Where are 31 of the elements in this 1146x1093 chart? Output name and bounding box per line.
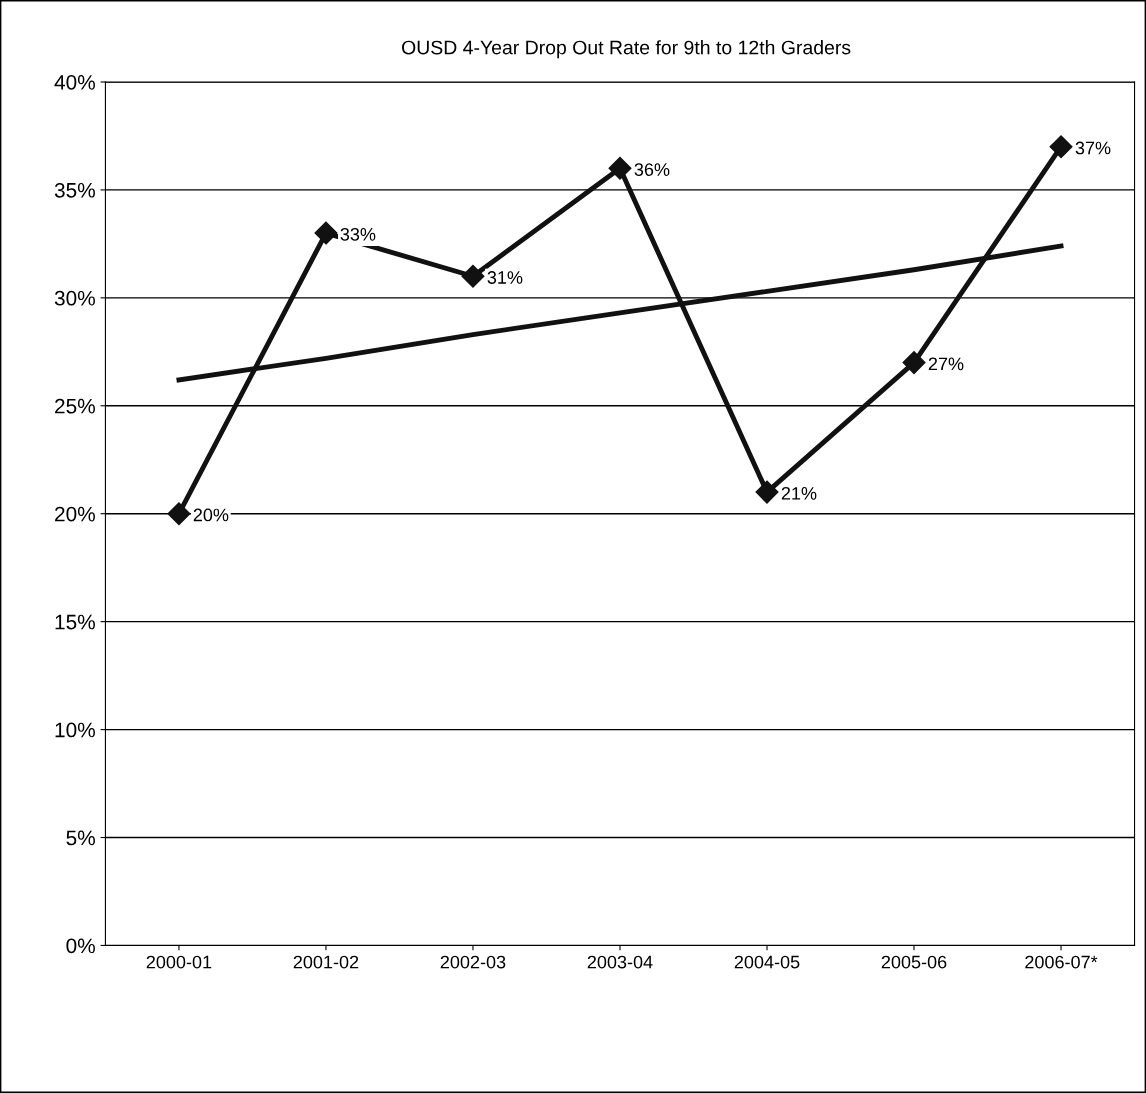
x-tick-label: 2000-01 — [146, 955, 212, 969]
point — [167, 502, 191, 526]
point — [314, 221, 338, 245]
y-tick-label: 40% — [54, 74, 95, 90]
data-label: 36% — [634, 163, 670, 176]
y-tick-label: 0% — [66, 938, 95, 954]
point — [461, 264, 485, 288]
point — [608, 156, 632, 180]
data-label: 33% — [340, 227, 376, 241]
y-tick-label: 30% — [54, 290, 95, 306]
data-label: 31% — [487, 271, 523, 284]
x-tick-label: 2003-04 — [587, 955, 653, 969]
y-tick-label: 10% — [55, 722, 95, 738]
data-label: 37% — [1075, 141, 1111, 155]
y-tick-label: 15% — [55, 614, 95, 630]
x-tick-label: 2001-02 — [293, 955, 359, 969]
data-label: 20% — [193, 508, 229, 522]
x-tick-label: 2002-03 — [440, 955, 506, 969]
point — [1049, 135, 1073, 159]
data-label: 21% — [781, 486, 817, 500]
data-label: 27% — [928, 357, 964, 371]
y-tick-label: 25% — [55, 398, 95, 414]
y-tick-label: 5% — [66, 830, 95, 846]
x-tick-label: 2006-07* — [1025, 955, 1098, 969]
x-tick-label: 2005-06 — [881, 955, 947, 969]
point — [755, 480, 779, 504]
y-tick-label: 35% — [54, 182, 95, 198]
point — [902, 351, 926, 375]
chart-title: OUSD 4-Year Drop Out Rate for 9th to 12th Graders — [402, 40, 851, 59]
x-tick-label: 2004-05 — [734, 955, 800, 969]
y-tick-label: 20% — [55, 506, 95, 522]
